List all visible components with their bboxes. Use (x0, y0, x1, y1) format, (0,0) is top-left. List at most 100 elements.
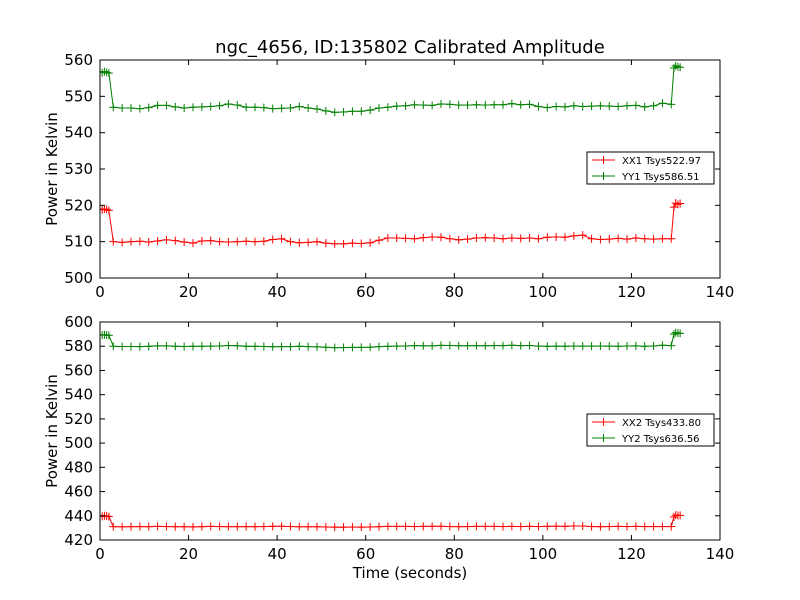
data-point (445, 234, 454, 243)
data-point (339, 523, 348, 532)
y-tick-label: 550 (64, 87, 93, 105)
data-point (543, 233, 552, 242)
data-point (410, 341, 419, 350)
data-point (481, 522, 490, 531)
data-point (569, 101, 578, 110)
data-point (623, 341, 631, 350)
data-point (144, 103, 153, 112)
data-point (233, 101, 242, 110)
data-point (233, 341, 242, 350)
data-point (383, 103, 392, 112)
data-point (516, 341, 525, 350)
data-point (569, 521, 578, 530)
data-point (667, 522, 676, 531)
data-point (224, 238, 233, 247)
x-tick-label: 140 (706, 283, 735, 301)
data-point (631, 234, 640, 243)
data-point (366, 238, 375, 247)
data-point (215, 237, 224, 246)
data-point (525, 234, 534, 243)
data-point (357, 523, 366, 532)
data-point (658, 522, 667, 531)
data-point (153, 341, 162, 350)
data-point (614, 342, 623, 351)
data-point (127, 103, 135, 112)
data-point (605, 522, 614, 531)
data-point (472, 522, 481, 531)
data-point (286, 342, 295, 351)
data-point (463, 522, 472, 531)
data-point (631, 341, 640, 350)
data-point (587, 102, 596, 111)
data-point (233, 522, 242, 531)
data-point (180, 238, 189, 247)
data-point (104, 206, 113, 215)
data-point (118, 238, 127, 247)
y-tick-label: 510 (64, 233, 93, 251)
data-point (162, 522, 171, 531)
data-point (596, 101, 605, 110)
data-point (104, 512, 113, 521)
data-point (366, 106, 375, 115)
data-point (499, 100, 507, 109)
data-point (454, 235, 463, 244)
data-point (561, 233, 569, 242)
data-point (552, 342, 561, 351)
data-point (162, 101, 171, 110)
data-point (189, 103, 197, 112)
data-point (658, 234, 667, 243)
data-point (197, 102, 206, 111)
data-point (587, 342, 596, 351)
y-tick-label: 440 (64, 507, 93, 525)
data-point (268, 342, 277, 351)
data-point (259, 522, 268, 531)
data-point (189, 522, 197, 531)
data-point (109, 342, 118, 351)
legend-entry-label: YY1 Tsys586.51 (621, 172, 700, 183)
data-point (410, 234, 419, 243)
data-point (525, 522, 534, 531)
x-tick-label: 140 (706, 545, 735, 563)
data-point (623, 101, 631, 110)
data-point (640, 522, 649, 531)
data-point (454, 522, 463, 531)
data-point (224, 99, 233, 108)
data-point (286, 103, 295, 112)
data-point (135, 342, 144, 351)
data-point (499, 341, 507, 350)
data-point (304, 522, 313, 531)
data-point (516, 100, 525, 109)
data-point (366, 523, 375, 532)
y-tick-label: 500 (64, 434, 93, 452)
data-point (286, 522, 295, 531)
data-point (640, 102, 649, 111)
legend-entry-label: XX2 Tsys433.80 (622, 418, 701, 429)
data-point (127, 522, 135, 531)
data-point (534, 522, 543, 531)
data-point (587, 522, 596, 531)
x-tick-label: 20 (179, 545, 198, 563)
y-tick-label: 540 (64, 124, 93, 142)
data-point (552, 102, 561, 111)
y-tick-label: 480 (64, 458, 93, 476)
data-point (162, 235, 171, 244)
data-point (251, 237, 259, 246)
data-point (437, 522, 445, 531)
data-point (525, 341, 534, 350)
y-axis-label: Power in Kelvin (43, 374, 61, 488)
data-point (401, 234, 410, 243)
y-tick-label: 600 (64, 313, 93, 331)
data-point (552, 232, 561, 241)
data-point (428, 341, 437, 350)
data-point (197, 342, 206, 351)
data-point (623, 522, 631, 531)
data-point (578, 231, 587, 240)
data-point (118, 103, 127, 112)
chart-title: ngc_4656, ID:135802 Calibrated Amplitude (215, 37, 605, 58)
data-point (144, 238, 153, 247)
data-point (507, 234, 516, 243)
data-point (401, 522, 410, 531)
data-point (463, 341, 472, 350)
data-point (206, 102, 215, 111)
data-point (507, 522, 516, 531)
